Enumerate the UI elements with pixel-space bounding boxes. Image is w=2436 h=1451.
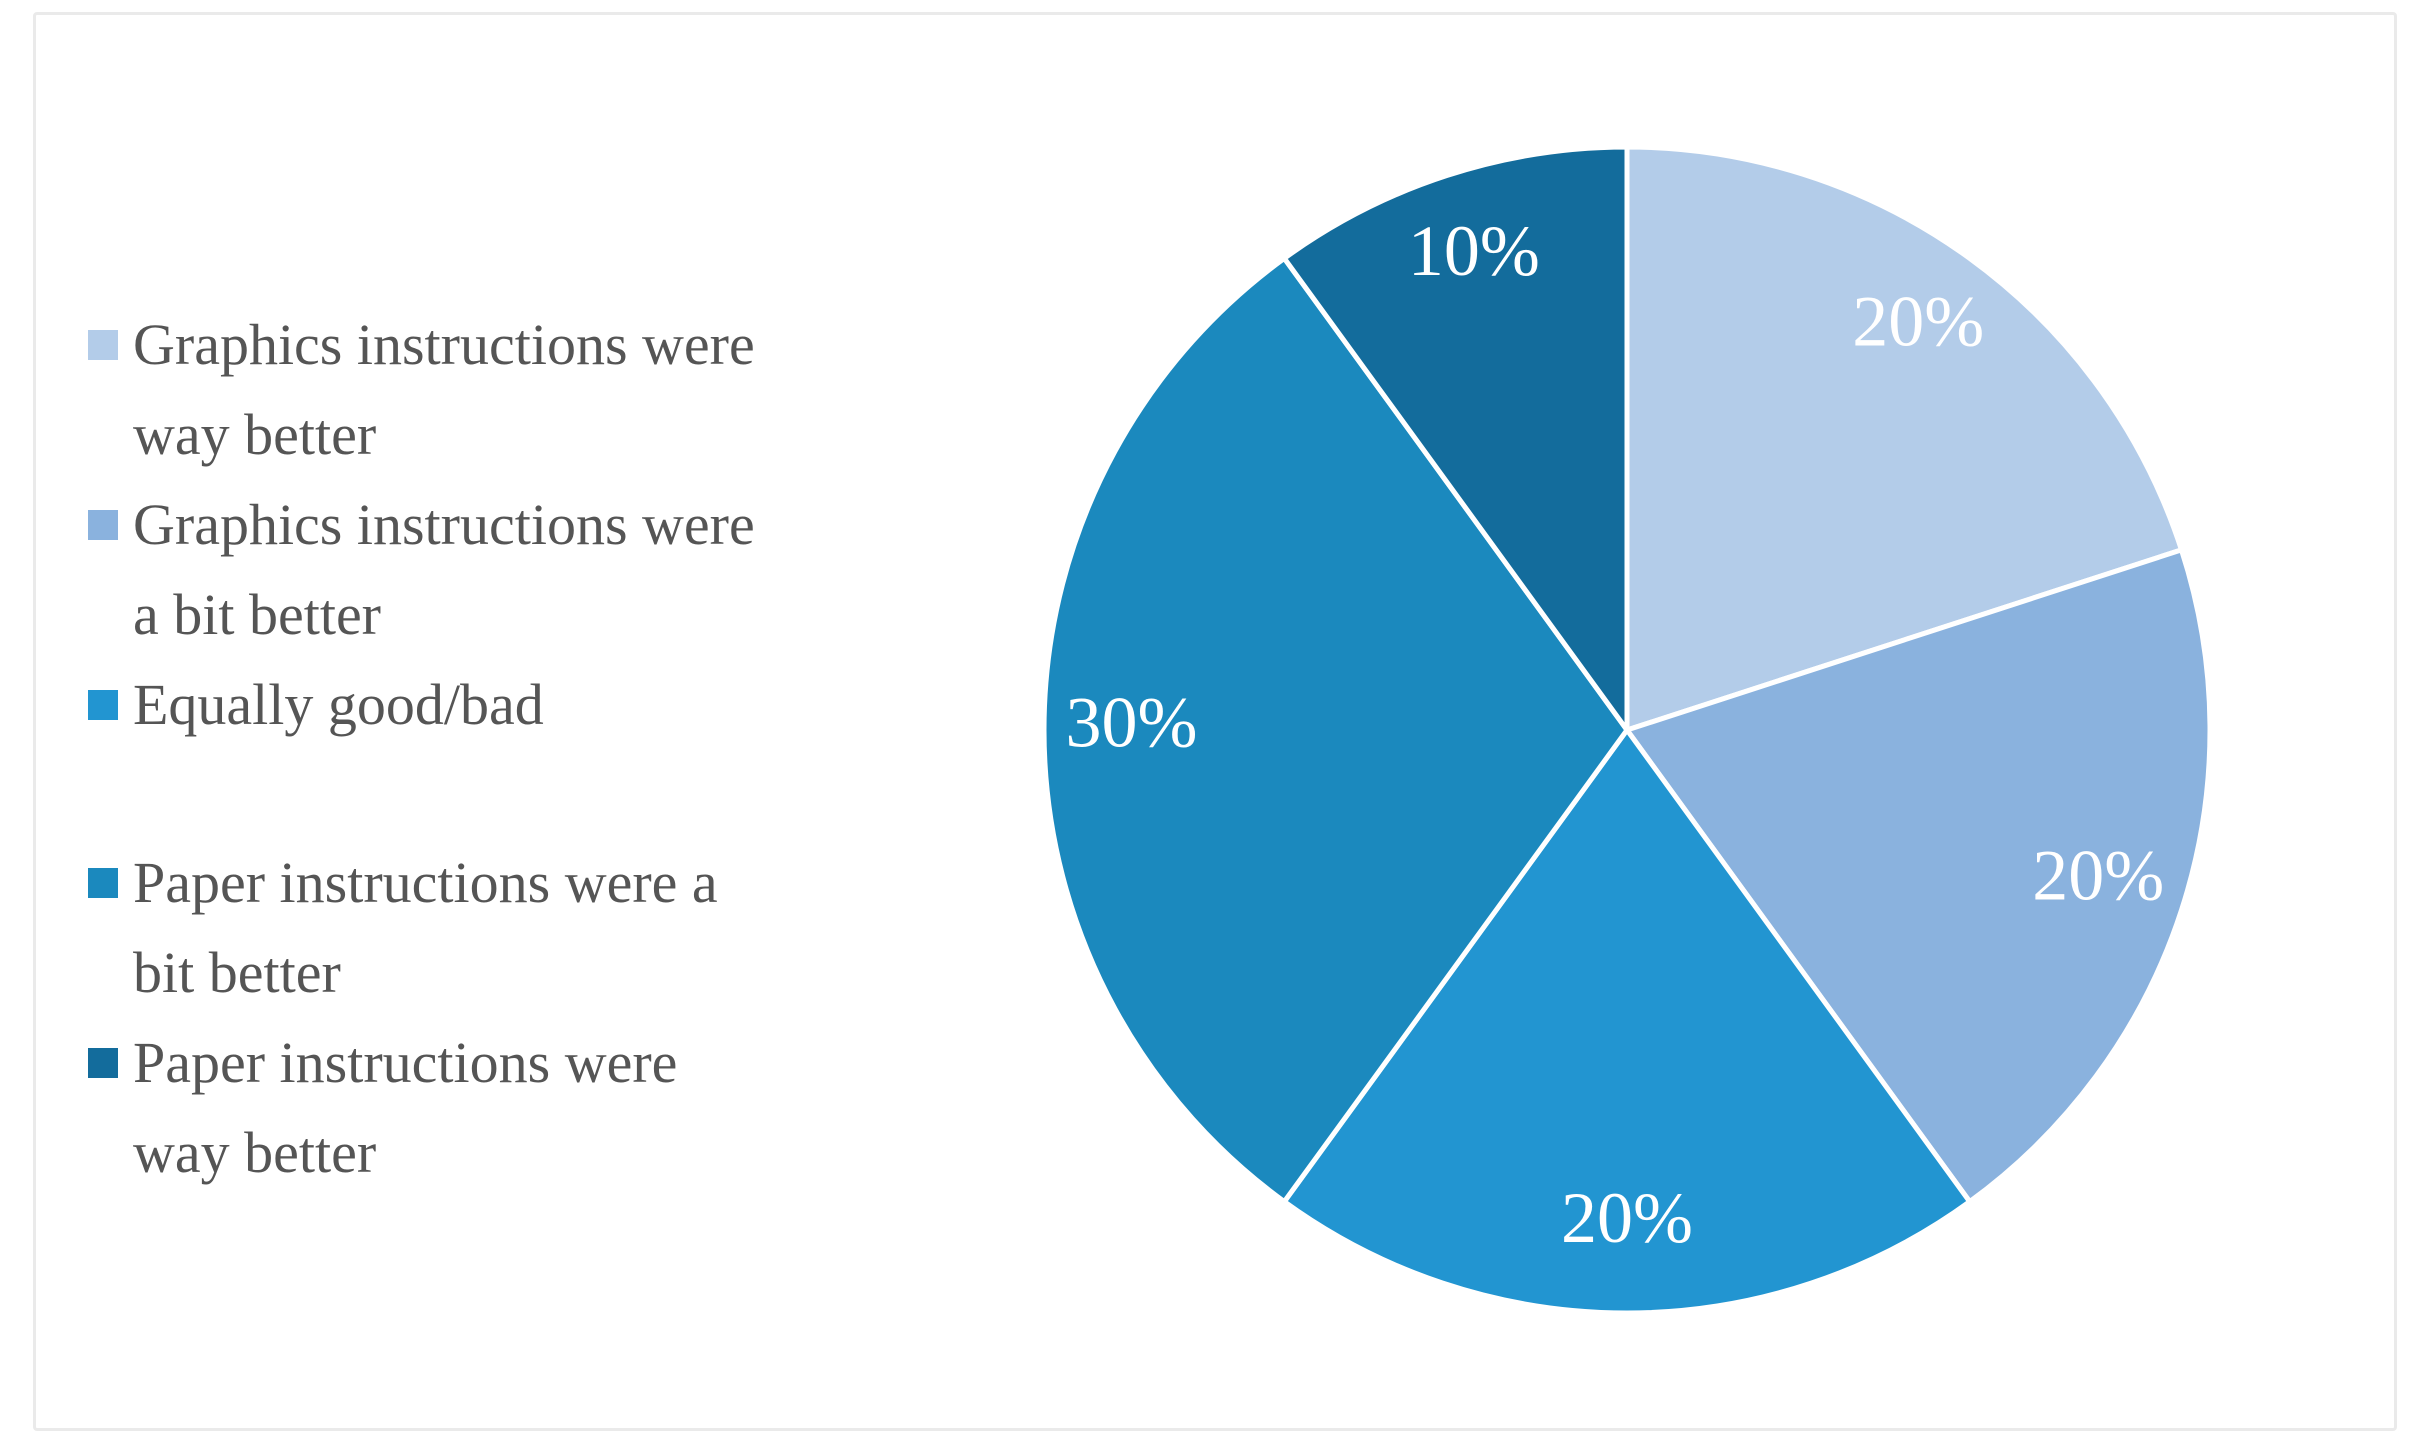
legend-color-swatch (88, 1048, 118, 1078)
legend-color-swatch (88, 330, 118, 360)
legend-item: Paper instructions were a bit better (88, 838, 788, 1018)
legend-item-label: Graphics instructions were a bit better (133, 492, 755, 647)
pie-chart: 20% 20% 20% 30% 10% (1041, 144, 2213, 1316)
legend-color-swatch (88, 868, 118, 898)
legend-item: Graphics instructions were a bit better (88, 480, 788, 660)
legend-item-label: Graphics instructions were way better (133, 312, 755, 467)
chart-legend: Graphics instructions were way better Gr… (88, 300, 788, 1198)
pie-slice (1624, 144, 2184, 733)
legend-item: Paper instructions were way better (88, 1018, 788, 1198)
pie-slice (1281, 144, 1630, 733)
legend-item: Graphics instructions were way better (88, 300, 788, 480)
pie-slice-label: 30% (1065, 683, 1197, 763)
pie-slice-label: 20% (1852, 282, 1984, 362)
legend-item-label: Paper instructions were a bit better (133, 850, 718, 1005)
pie-slice (1624, 547, 2213, 1205)
legend-color-swatch (88, 510, 118, 540)
legend-item-label: Paper instructions were way better (133, 1030, 678, 1185)
pie-slice-label: 20% (1561, 1178, 1693, 1258)
pie-slice-label: 10% (1408, 211, 1540, 291)
pie-slice (1041, 255, 1630, 1205)
legend-item: Equally good/bad (88, 660, 788, 750)
pie-slice (1281, 727, 1973, 1316)
legend-item-label: Equally good/bad (133, 672, 544, 737)
pie-slice-label: 20% (2032, 836, 2164, 916)
legend-color-swatch (88, 690, 118, 720)
chart-frame-border (33, 12, 2397, 1431)
